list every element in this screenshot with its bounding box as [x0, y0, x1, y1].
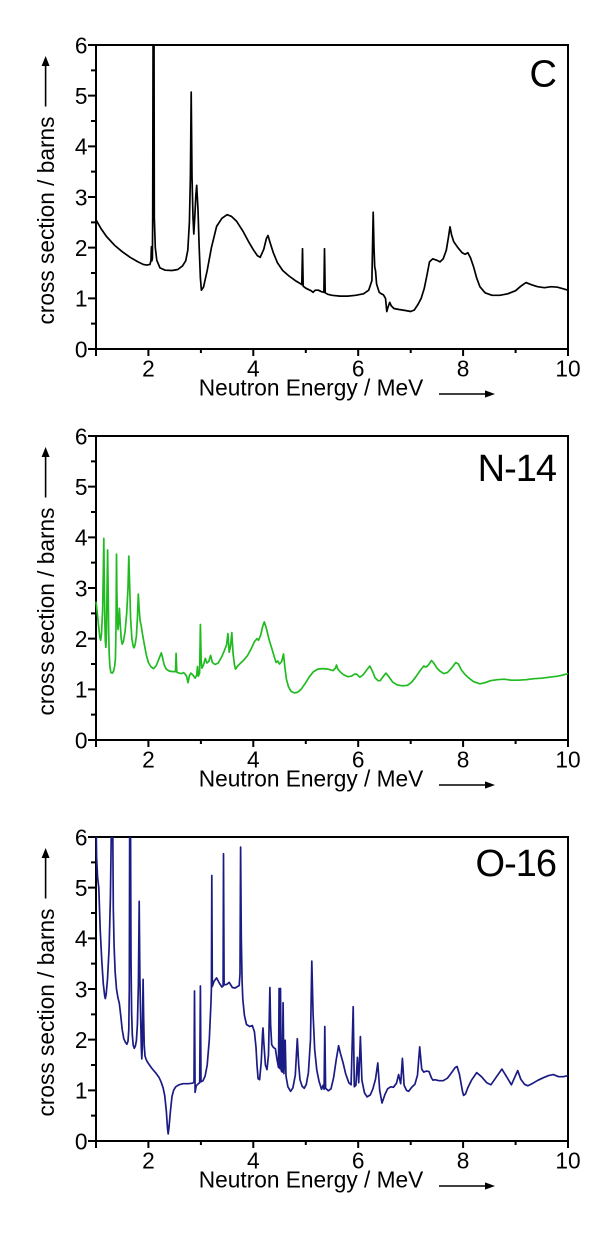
- svg-text:1: 1: [75, 677, 88, 703]
- svg-text:6: 6: [75, 32, 88, 58]
- svg-text:2: 2: [142, 747, 155, 773]
- svg-text:4: 4: [75, 134, 88, 160]
- svg-text:5: 5: [75, 474, 88, 500]
- svg-text:C: C: [530, 54, 556, 96]
- svg-text:0: 0: [75, 336, 88, 362]
- svg-text:3: 3: [75, 976, 88, 1002]
- svg-text:6: 6: [75, 423, 88, 449]
- svg-text:8: 8: [457, 1148, 470, 1174]
- svg-text:4: 4: [75, 525, 88, 551]
- svg-text:0: 0: [75, 727, 88, 753]
- svg-text:1: 1: [75, 1078, 88, 1104]
- svg-text:6: 6: [352, 1148, 365, 1174]
- svg-text:2: 2: [75, 235, 88, 261]
- svg-text:3: 3: [75, 184, 88, 210]
- svg-text:10: 10: [555, 1148, 580, 1174]
- svg-text:2: 2: [75, 1027, 88, 1053]
- svg-text:5: 5: [75, 875, 88, 901]
- svg-text:Neutron Energy / MeV: Neutron Energy / MeV: [199, 375, 424, 401]
- svg-text:10: 10: [555, 747, 580, 773]
- svg-text:0: 0: [75, 1128, 88, 1154]
- svg-text:8: 8: [457, 747, 470, 773]
- svg-text:5: 5: [75, 83, 88, 109]
- svg-text:cross section / barns: cross section / barns: [33, 507, 59, 715]
- svg-text:4: 4: [247, 356, 260, 382]
- svg-text:3: 3: [75, 575, 88, 601]
- svg-text:Neutron Energy / MeV: Neutron Energy / MeV: [199, 1167, 424, 1193]
- svg-text:6: 6: [352, 356, 365, 382]
- svg-text:N-14: N-14: [478, 448, 557, 490]
- svg-text:4: 4: [247, 747, 260, 773]
- svg-text:cross section / barns: cross section / barns: [33, 908, 59, 1116]
- svg-text:2: 2: [75, 626, 88, 652]
- svg-text:O-16: O-16: [476, 843, 556, 885]
- svg-text:Neutron Energy / MeV: Neutron Energy / MeV: [199, 766, 424, 792]
- svg-text:1: 1: [75, 286, 88, 312]
- svg-text:2: 2: [142, 1148, 155, 1174]
- svg-text:6: 6: [75, 824, 88, 850]
- svg-text:4: 4: [247, 1148, 260, 1174]
- svg-text:2: 2: [142, 356, 155, 382]
- svg-text:cross section / barns: cross section / barns: [33, 116, 59, 324]
- svg-text:6: 6: [352, 747, 365, 773]
- svg-text:10: 10: [555, 356, 580, 382]
- svg-text:4: 4: [75, 926, 88, 952]
- svg-text:8: 8: [457, 356, 470, 382]
